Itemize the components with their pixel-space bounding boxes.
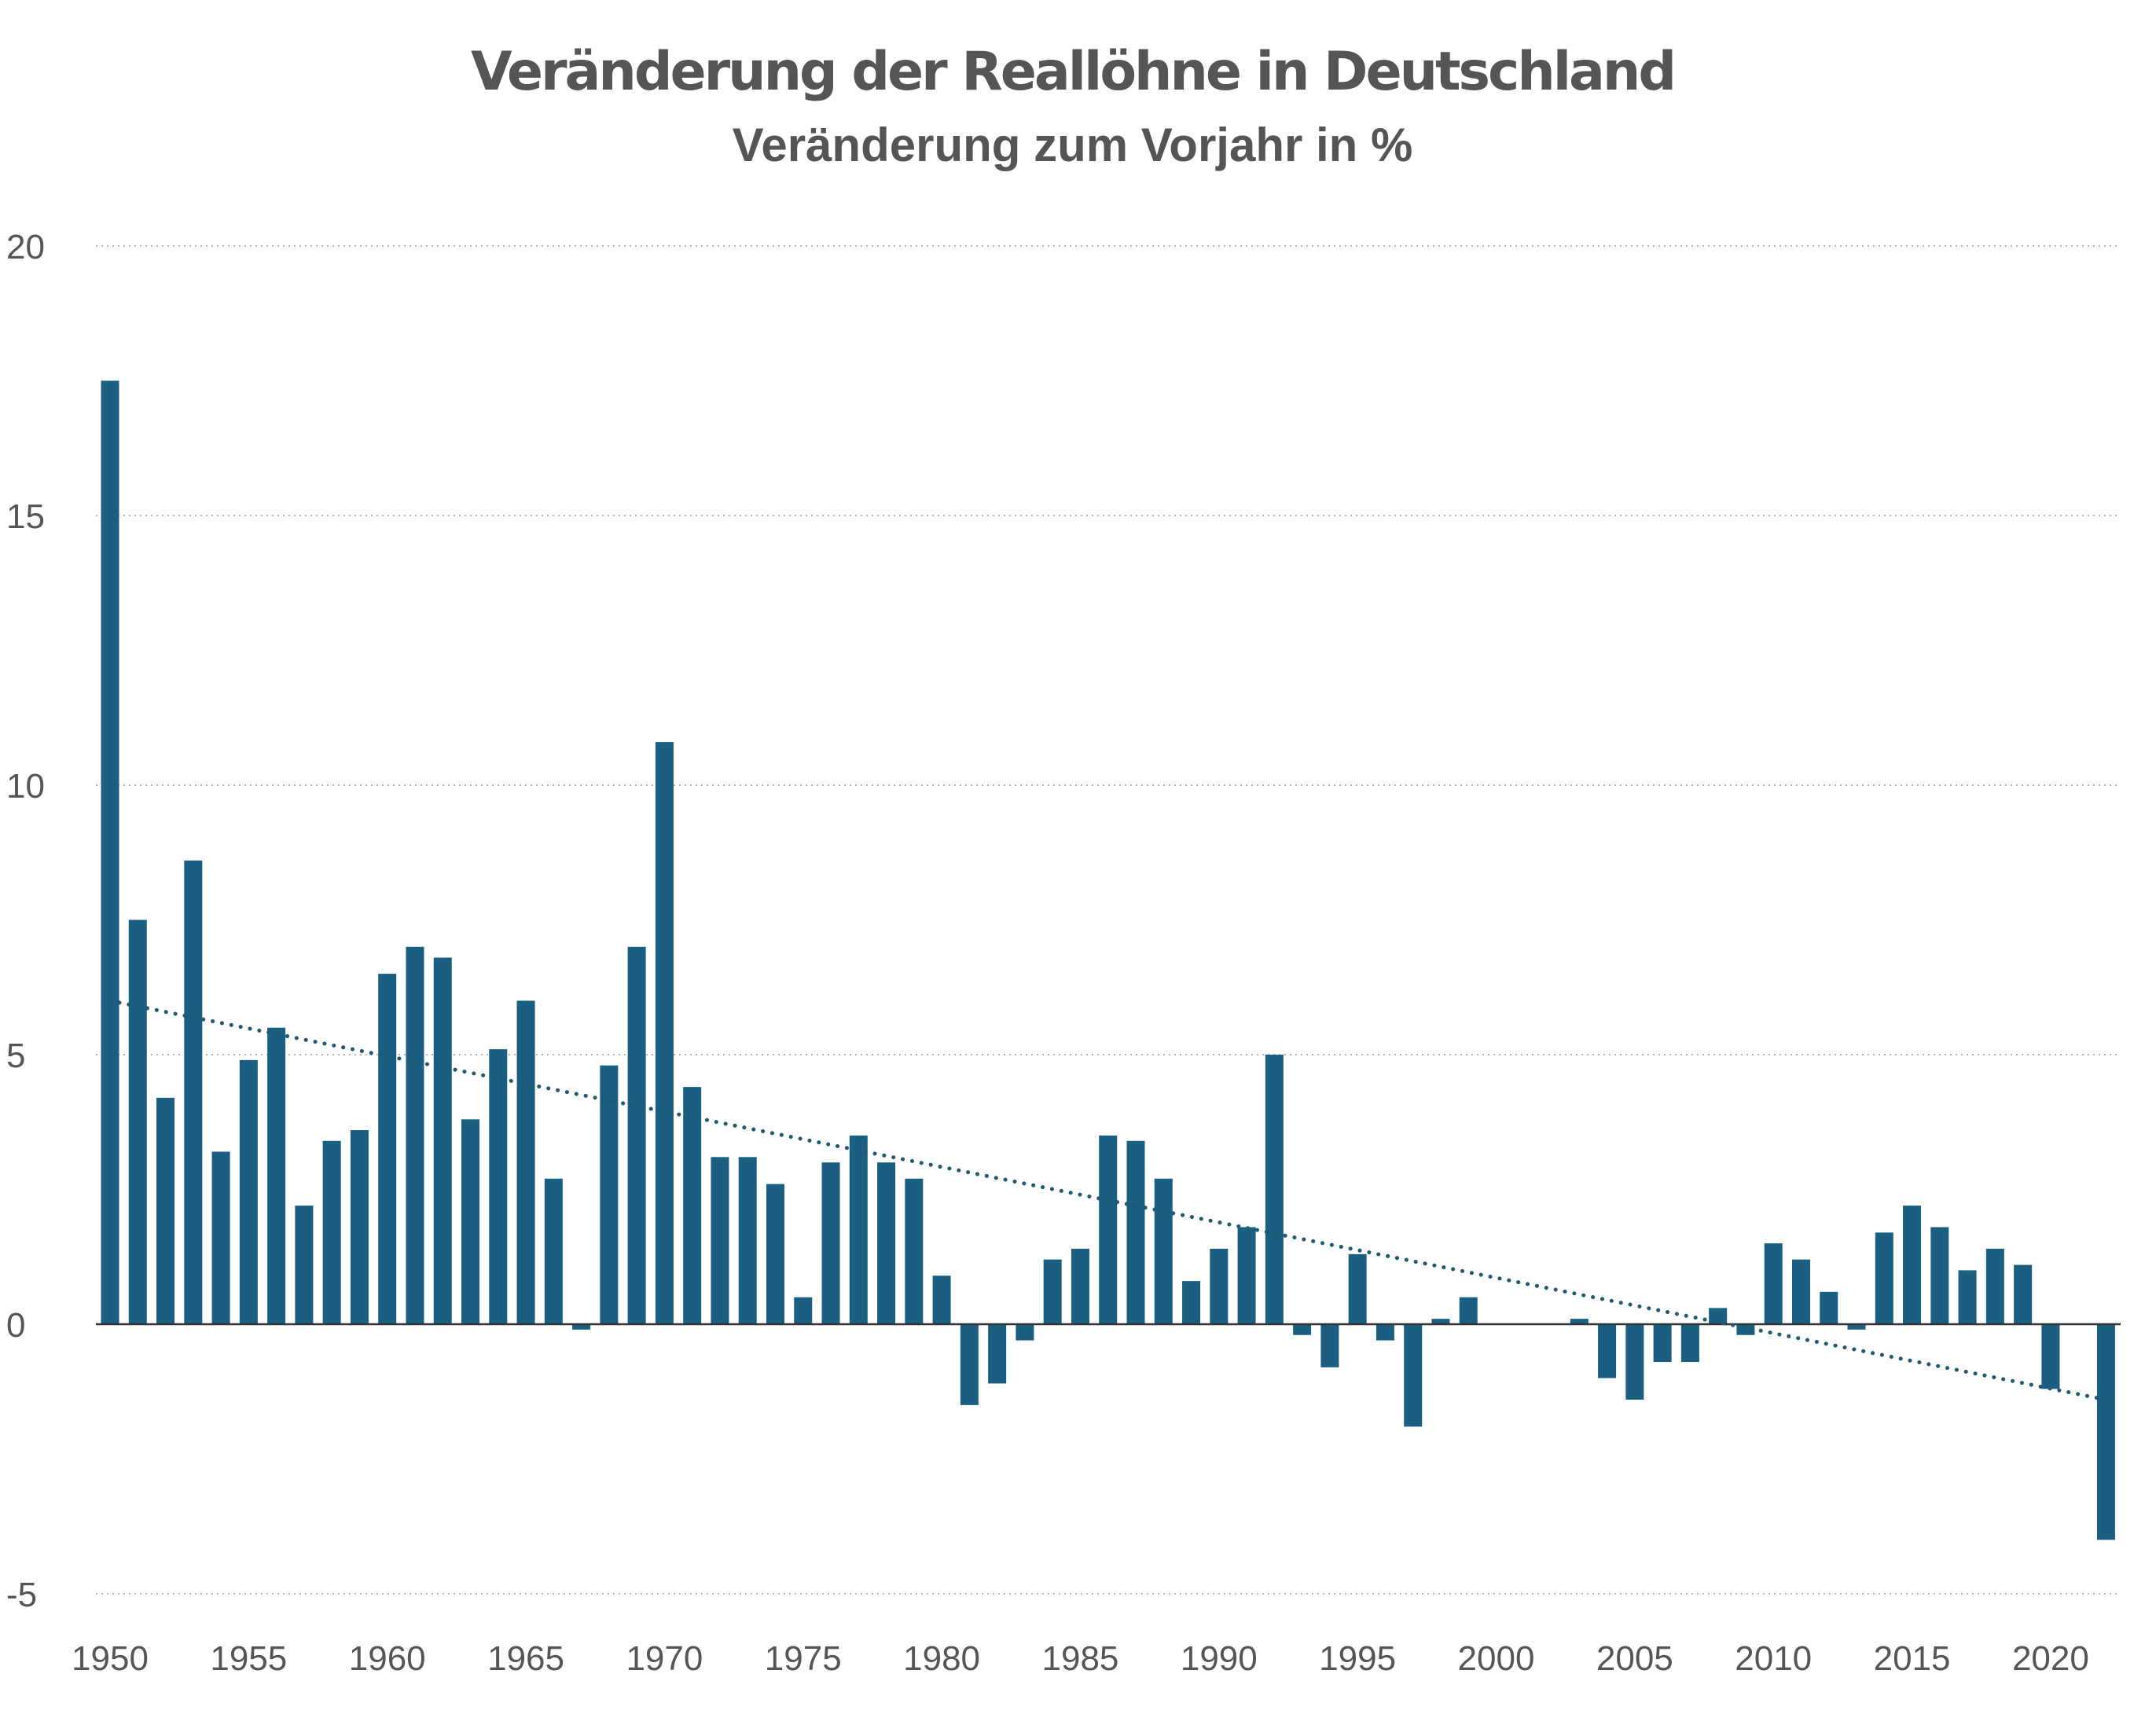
bar-2010 bbox=[1764, 1243, 1783, 1324]
bar-1985 bbox=[1071, 1248, 1089, 1324]
x-tick-label: 1990 bbox=[1181, 1639, 1258, 1678]
x-tick-label: 2005 bbox=[1596, 1639, 1673, 1678]
bar-1952 bbox=[156, 1097, 175, 1324]
bar-2018 bbox=[1985, 1248, 2004, 1324]
bar-1969 bbox=[627, 946, 646, 1324]
bar-1974 bbox=[766, 1184, 784, 1324]
bar-2020 bbox=[2041, 1324, 2060, 1389]
bar-1988 bbox=[1154, 1178, 1173, 1324]
bar-1982 bbox=[988, 1324, 1007, 1384]
bar-1999 bbox=[1459, 1297, 1478, 1324]
chart-title: Veränderung der Reallöhne in Deutschland bbox=[470, 41, 1677, 103]
bar-1960 bbox=[378, 974, 397, 1324]
bar-1951 bbox=[128, 919, 147, 1324]
bar-1994 bbox=[1320, 1324, 1339, 1367]
bar-1989 bbox=[1182, 1281, 1201, 1324]
bar-1986 bbox=[1099, 1135, 1118, 1324]
x-tick-label: 1950 bbox=[72, 1639, 149, 1678]
bar-1972 bbox=[711, 1157, 729, 1324]
x-tick-label: 2000 bbox=[1458, 1639, 1535, 1678]
bar-1990 bbox=[1210, 1248, 1229, 1324]
bar-1993 bbox=[1293, 1324, 1312, 1335]
x-tick-label: 1995 bbox=[1319, 1639, 1396, 1678]
y-axis-ticks: -5 0 5 10 15 20 bbox=[6, 228, 45, 1614]
bars bbox=[101, 380, 2115, 1540]
trend-line-path bbox=[108, 998, 2108, 1402]
bar-2005 bbox=[1625, 1324, 1644, 1400]
chart-subtitle: Veränderung zum Vorjahr in % bbox=[732, 119, 1413, 171]
bar-1971 bbox=[683, 1087, 702, 1324]
x-tick-label: 1985 bbox=[1042, 1639, 1119, 1678]
bar-2012 bbox=[1820, 1291, 1838, 1324]
bar-2011 bbox=[1791, 1259, 1810, 1324]
bar-1954 bbox=[211, 1151, 230, 1324]
bar-2014 bbox=[1875, 1232, 1893, 1324]
bar-1975 bbox=[794, 1297, 813, 1324]
bar-2003 bbox=[1570, 1319, 1589, 1324]
bar-1979 bbox=[905, 1178, 924, 1324]
bar-1961 bbox=[406, 946, 424, 1324]
x-tick-label: 2020 bbox=[2012, 1639, 2089, 1678]
bar-1956 bbox=[267, 1027, 286, 1324]
bar-2006 bbox=[1653, 1324, 1672, 1363]
bar-1966 bbox=[544, 1178, 563, 1324]
x-tick-label: 1975 bbox=[765, 1639, 842, 1678]
bar-1977 bbox=[849, 1135, 868, 1324]
grid-lines bbox=[96, 245, 2121, 1595]
bar-1996 bbox=[1376, 1324, 1394, 1341]
bar-2007 bbox=[1680, 1324, 1699, 1363]
bar-1978 bbox=[877, 1162, 896, 1324]
trend-line bbox=[108, 998, 2108, 1402]
x-tick-label: 2015 bbox=[1874, 1639, 1951, 1678]
bar-1991 bbox=[1237, 1227, 1256, 1324]
x-tick-label: 1955 bbox=[210, 1639, 287, 1678]
bar-1959 bbox=[350, 1130, 369, 1324]
bar-1997 bbox=[1404, 1324, 1423, 1427]
bar-2022 bbox=[2096, 1324, 2115, 1540]
y-tick-label: 20 bbox=[6, 228, 45, 266]
bar-1976 bbox=[821, 1162, 840, 1324]
bar-2015 bbox=[1903, 1206, 1922, 1324]
bar-1973 bbox=[738, 1157, 757, 1324]
bar-1995 bbox=[1348, 1253, 1367, 1324]
bar-1998 bbox=[1431, 1319, 1450, 1324]
y-tick-label: 15 bbox=[6, 497, 45, 536]
bar-1983 bbox=[1016, 1324, 1034, 1341]
bar-1968 bbox=[600, 1065, 619, 1324]
bar-1964 bbox=[489, 1049, 508, 1324]
bar-2016 bbox=[1930, 1227, 1949, 1324]
x-axis-ticks: 1950 1955 1960 1965 1970 1975 1980 1985 1990 1995… bbox=[72, 1639, 2089, 1678]
bar-1953 bbox=[184, 861, 203, 1324]
y-tick-label: 5 bbox=[6, 1037, 25, 1075]
x-tick-label: 1970 bbox=[626, 1639, 703, 1678]
bar-1957 bbox=[295, 1206, 314, 1324]
bar-1984 bbox=[1043, 1259, 1062, 1324]
y-tick-label: 10 bbox=[6, 767, 45, 806]
bar-1967 bbox=[572, 1324, 591, 1330]
bar-1980 bbox=[932, 1275, 951, 1324]
bar-1955 bbox=[239, 1059, 258, 1324]
bar-1950 bbox=[101, 380, 119, 1324]
bar-1965 bbox=[516, 1000, 535, 1324]
bar-1970 bbox=[655, 742, 674, 1324]
y-tick-label: -5 bbox=[6, 1576, 37, 1614]
y-tick-label: 0 bbox=[6, 1306, 25, 1345]
bar-1992 bbox=[1265, 1055, 1284, 1324]
x-tick-label: 1960 bbox=[349, 1639, 426, 1678]
bar-2013 bbox=[1847, 1324, 1866, 1330]
bar-2004 bbox=[1598, 1324, 1617, 1378]
bar-2019 bbox=[2014, 1264, 2033, 1324]
bar-1981 bbox=[960, 1324, 979, 1405]
bar-2017 bbox=[1958, 1270, 1977, 1324]
bar-1963 bbox=[461, 1119, 480, 1324]
bar-1987 bbox=[1126, 1140, 1145, 1324]
bar-1962 bbox=[433, 957, 452, 1324]
bar-1958 bbox=[322, 1140, 341, 1324]
x-tick-label: 1965 bbox=[487, 1639, 564, 1678]
x-tick-label: 1980 bbox=[903, 1639, 980, 1678]
x-tick-label: 2010 bbox=[1735, 1639, 1812, 1678]
